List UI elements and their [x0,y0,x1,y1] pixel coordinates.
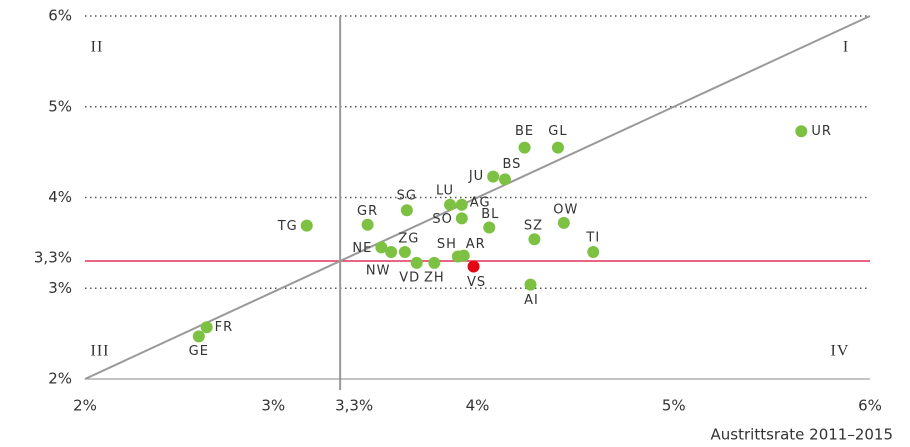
point-label: SG [397,189,417,204]
point [487,170,500,183]
x-axis-label: Austrittsrate 2011–2015 [711,426,893,444]
diagonal [84,15,871,380]
y-tick-label: 5% [48,97,72,115]
point-label: VS [467,275,486,290]
point [795,125,808,138]
point-label: JU [468,169,484,184]
quadrant-label: IV [831,343,850,360]
point [398,245,411,258]
x-tick-label: 5% [662,397,686,415]
point [524,278,537,291]
point-label: AR [466,237,486,252]
point [551,141,564,154]
point [557,216,570,229]
point-label: GL [548,124,567,139]
point-label: GR [357,204,378,219]
point [200,321,213,334]
y-tick-label: 6% [48,7,72,25]
point-label: TG [277,219,298,234]
point [428,256,441,269]
point-label: SZ [524,219,543,234]
point [400,204,413,217]
point [518,141,531,154]
point [361,218,374,231]
y-tick-label: 2% [48,370,72,388]
point [192,330,205,343]
point [457,249,470,262]
point-label: VD [399,270,420,285]
highlight-point [467,260,480,273]
y-tick-label: 3% [48,279,72,297]
point-label: AG [470,195,491,210]
point [483,221,496,234]
point [375,241,388,254]
y-tick-label: 3,3% [34,249,72,267]
point-label: AI [524,293,539,308]
quadrant-label: II [91,39,104,56]
point-label: NW [366,263,391,278]
point [587,245,600,258]
point-label: SH [437,237,457,252]
point [498,173,511,186]
point-label: GE [189,344,209,359]
point-label: FR [215,320,234,335]
y-tick-label: 4% [48,188,72,206]
x-tick-label: 6% [858,397,882,415]
point-label: BE [515,124,534,139]
point [385,245,398,258]
point-label: UR [811,124,832,139]
point [455,212,468,225]
quadrant-label: III [91,343,110,360]
x-tick-label: 3% [261,397,285,415]
point-label: OW [553,202,578,217]
point-label: ZG [398,231,419,246]
point [444,198,457,211]
point [455,198,468,211]
point [528,233,541,246]
point-label: BS [502,157,521,172]
point [300,219,313,232]
point [410,256,423,269]
x-tick-label: 2% [73,397,97,415]
quadrant-label: I [843,39,849,56]
x-tick-label: 3,3% [335,397,373,415]
point-label: LU [436,183,454,198]
x-tick-label: 4% [466,397,490,415]
point-label: SO [432,212,452,227]
point-label: ZH [424,270,445,285]
point-label: BL [481,207,499,222]
point-label: NE [352,241,372,256]
point-label: TI [585,230,600,245]
